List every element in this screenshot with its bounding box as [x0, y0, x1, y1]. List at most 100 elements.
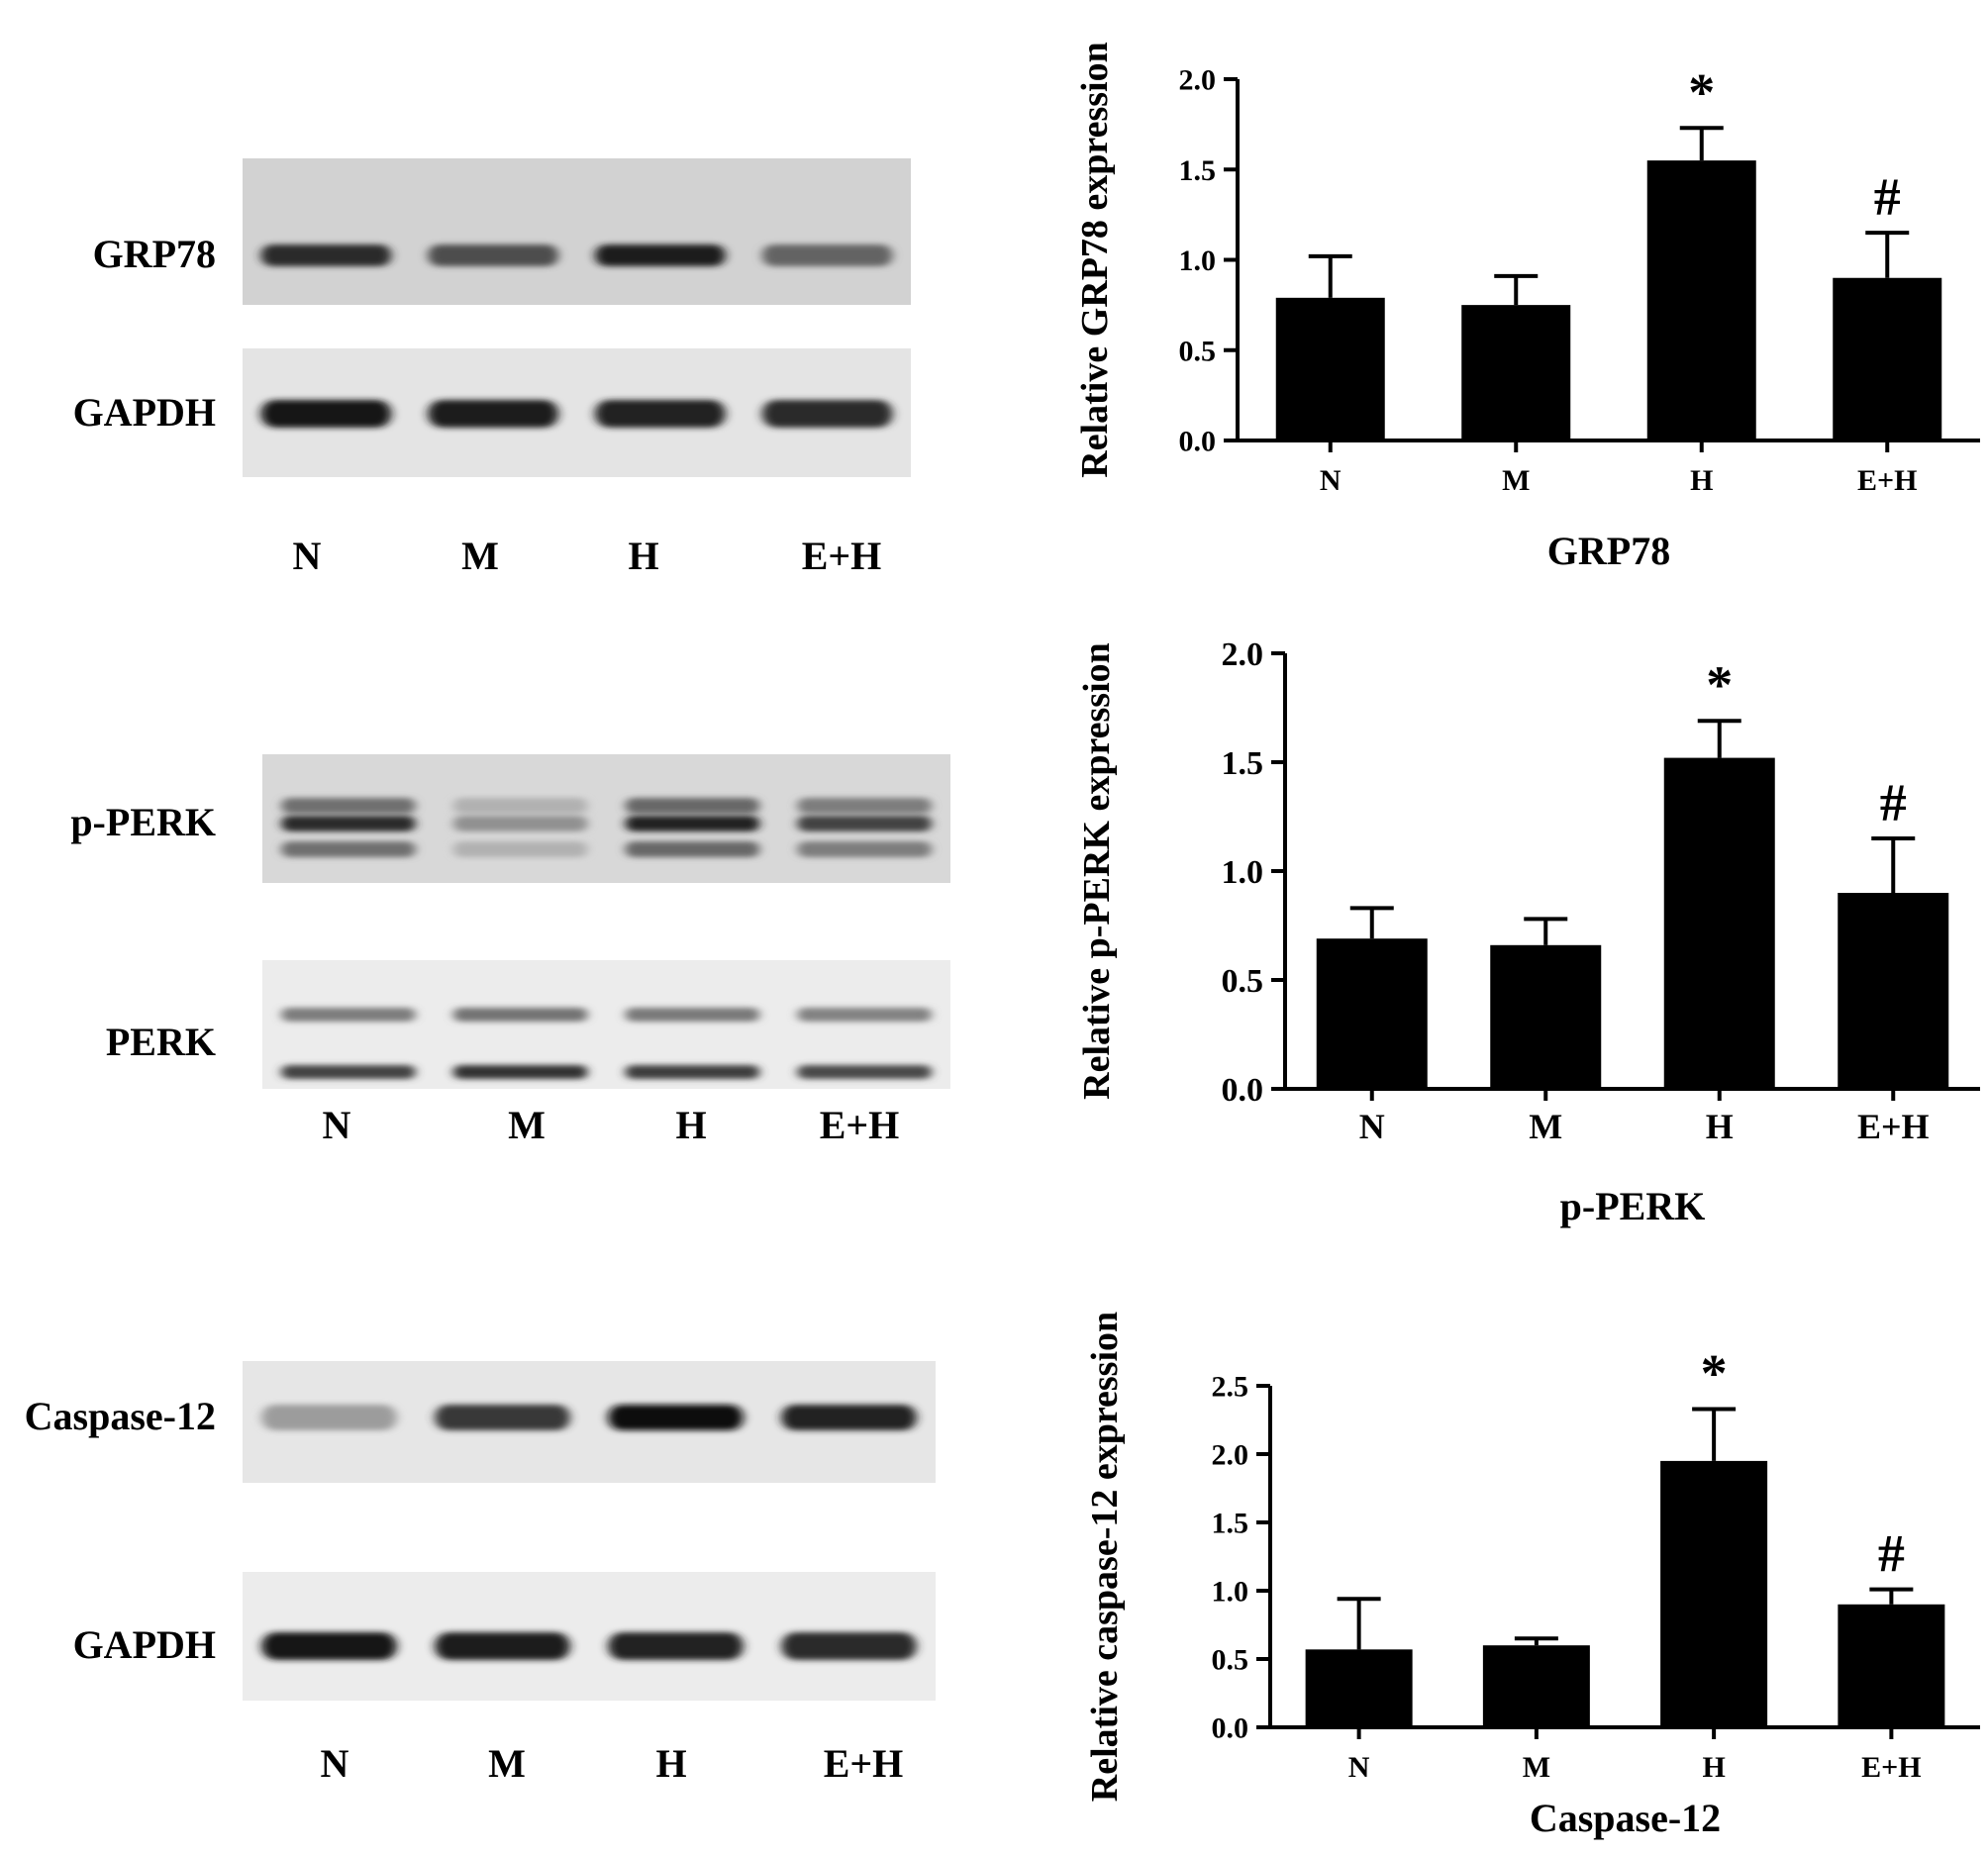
blot-row-label: GAPDH — [73, 1622, 216, 1667]
x-tick-label: N — [1348, 1751, 1370, 1784]
blot-band — [625, 816, 760, 831]
blot-lane-label: E+H — [802, 534, 882, 578]
bar-n — [1316, 938, 1428, 1089]
blot-lane-label: H — [655, 1741, 686, 1786]
blot-band — [797, 841, 932, 857]
y-tick-label: 0.0 — [1179, 426, 1217, 458]
blot-band — [761, 400, 893, 428]
blot-band — [452, 1008, 588, 1022]
bar-n — [1275, 297, 1385, 440]
blot-panel-2: p-PERK PERK N M H E+H — [70, 754, 950, 1147]
significance-hash: # — [1880, 773, 1907, 832]
x-tick-label: E+H — [1857, 464, 1917, 497]
blot-row-label: p-PERK — [70, 800, 216, 844]
y-tick-label: 0.0 — [1212, 1712, 1249, 1745]
x-axis-title: p-PERK — [1560, 1184, 1706, 1228]
blot-band — [281, 798, 416, 814]
chart-caspase-12: 0.0 0.5 1.0 1.5 2.0 2.5 N M H * E+H # Relative caspa… — [1084, 1312, 1980, 1840]
x-tick-label: M — [1502, 464, 1530, 497]
blot-lane-label: E+H — [820, 1103, 900, 1147]
blot-band — [261, 1632, 397, 1660]
significance-asterisk: * — [1688, 62, 1715, 122]
blot-row-label: GAPDH — [73, 390, 216, 435]
y-tick-label: 1.5 — [1212, 1508, 1249, 1540]
blot-lane-label: N — [293, 534, 322, 578]
blot-band — [781, 1405, 917, 1430]
blot-band — [625, 1008, 760, 1022]
blot-band — [797, 1065, 932, 1079]
x-tick-label: H — [1706, 1107, 1734, 1146]
bar-e-h — [1838, 893, 1949, 1089]
blot-band — [781, 1632, 917, 1660]
y-tick-label: 1.5 — [1222, 745, 1264, 782]
bar-m — [1461, 305, 1571, 440]
bar-m — [1490, 944, 1602, 1089]
blot-band — [761, 244, 893, 266]
x-tick-label: E+H — [1861, 1751, 1921, 1784]
y-axis-label: Relative p-PERK expression — [1076, 642, 1118, 1100]
x-tick-label: M — [1523, 1751, 1550, 1784]
significance-hash: # — [1874, 167, 1901, 227]
blot-panel-1: GRP78 GAPDH N M H E+H — [73, 158, 911, 578]
y-tick-label: 1.0 — [1222, 854, 1264, 891]
x-axis-title: Caspase-12 — [1530, 1796, 1721, 1840]
blot-band — [595, 400, 726, 428]
blot-band — [435, 1632, 570, 1660]
y-axis-label: Relative caspase-12 expression — [1084, 1312, 1126, 1802]
significance-asterisk: * — [1701, 1343, 1728, 1403]
blot-row-label: Caspase-12 — [25, 1394, 216, 1438]
y-tick-label: 0.5 — [1179, 335, 1217, 367]
blot-row-p-perk: p-PERK — [70, 754, 950, 883]
blot-row-caspase-12: Caspase-12 — [25, 1361, 936, 1483]
blot-row-grp78: GRP78 — [93, 158, 911, 305]
blot-row-label: PERK — [106, 1020, 216, 1064]
blot-band — [797, 798, 932, 814]
blot-band — [452, 816, 588, 831]
chart-grp78: 0.0 0.5 1.0 1.5 2.0 N M H * E+H # Relative GRP78 ex… — [1074, 42, 1980, 573]
blot-lane-label: M — [488, 1741, 526, 1786]
blot-band — [608, 1405, 744, 1430]
blot-row-gapdh: GAPDH — [73, 1572, 936, 1701]
blot-band — [260, 244, 392, 266]
blot-band — [428, 244, 558, 266]
blot-lane-label: M — [508, 1103, 546, 1147]
blot-band — [797, 1008, 932, 1022]
blot-band — [625, 841, 760, 857]
blot-band — [428, 400, 558, 428]
western-blots: GRP78 GAPDH N M H E+H p-PERK PERK N M H E+H Caspase-… — [25, 158, 950, 1786]
blot-band — [452, 841, 588, 857]
blot-band — [452, 798, 588, 814]
blot-band — [281, 1008, 416, 1022]
blot-band — [625, 798, 760, 814]
bar-n — [1305, 1649, 1413, 1727]
blot-row-gapdh: GAPDH — [73, 348, 911, 477]
y-tick-label: 1.5 — [1179, 154, 1217, 187]
x-tick-label: N — [1359, 1107, 1385, 1146]
y-tick-label: 0.0 — [1222, 1072, 1264, 1109]
y-tick-label: 0.5 — [1212, 1644, 1249, 1677]
blot-lane-label: N — [321, 1741, 349, 1786]
x-tick-label: E+H — [1857, 1107, 1930, 1146]
y-tick-label: 1.0 — [1179, 244, 1217, 277]
blot-membrane — [243, 158, 911, 305]
bar-e-h — [1838, 1604, 1945, 1727]
chart-p-perk: 0.0 0.5 1.0 1.5 2.0 N M H * E+H # Relative p-PERK e… — [1076, 636, 1980, 1228]
blot-band — [261, 1405, 397, 1430]
bar-h — [1646, 160, 1756, 440]
y-tick-label: 2.0 — [1222, 636, 1264, 673]
blot-band — [625, 1065, 760, 1079]
blot-lane-label: E+H — [824, 1741, 904, 1786]
x-axis-title: GRP78 — [1547, 529, 1670, 573]
blot-lane-label: H — [675, 1103, 706, 1147]
bar-charts: 0.0 0.5 1.0 1.5 2.0 N M H * E+H # Relative GRP78 ex… — [1074, 42, 1980, 1840]
x-tick-label: N — [1320, 464, 1342, 497]
bar-m — [1482, 1645, 1590, 1727]
significance-asterisk: * — [1706, 655, 1733, 715]
bar-h — [1660, 1460, 1768, 1727]
blot-band — [260, 400, 392, 428]
blot-band — [608, 1632, 744, 1660]
blot-band — [435, 1405, 570, 1430]
y-tick-label: 2.0 — [1212, 1439, 1249, 1472]
blot-band — [595, 244, 726, 266]
x-tick-label: M — [1529, 1107, 1562, 1146]
